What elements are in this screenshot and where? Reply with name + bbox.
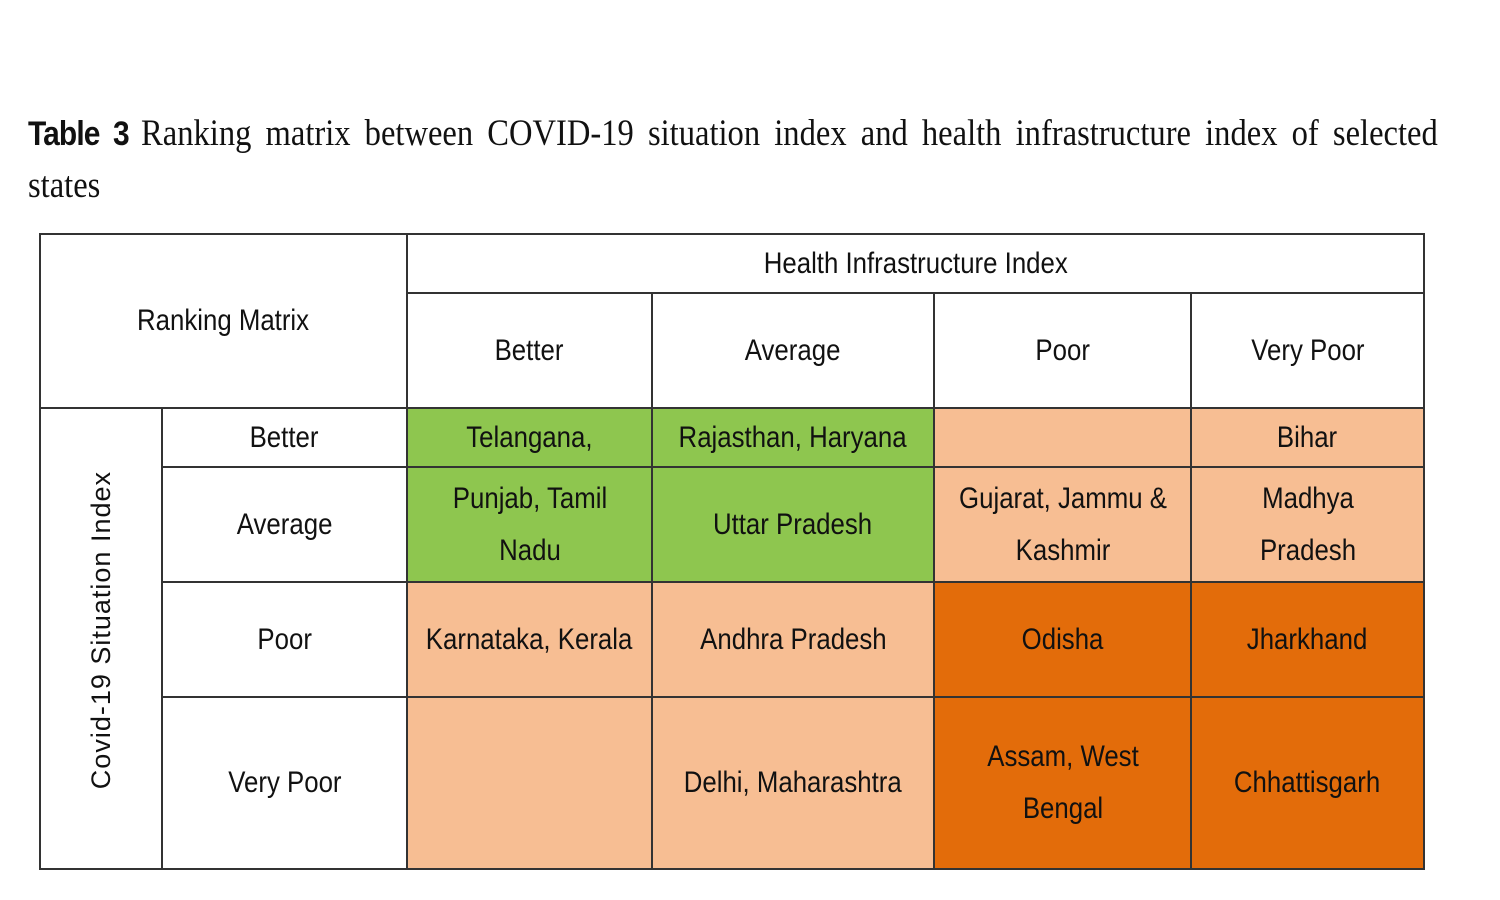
column-group-header: Health Infrastructure Index [406,233,1425,294]
ranking-matrix-table: Ranking Matrix Health Infrastructure Ind… [39,233,1425,870]
row-header: Better [161,407,408,468]
matrix-cell: Odisha [933,581,1192,698]
matrix-cell: Delhi, Maharashtra [651,696,935,870]
row-header: Very Poor [161,696,408,870]
matrix-cell: Bihar [1190,407,1425,468]
corner-label: Ranking Matrix [137,304,310,337]
matrix-cell [933,407,1192,468]
table-caption: Table 3 Ranking matrix between COVID-19 s… [28,108,1438,212]
matrix-cell: Madhya Pradesh [1190,466,1425,583]
column-header: Poor [933,292,1192,409]
column-header: Very Poor [1190,292,1425,409]
matrix-cell: Karnataka, Kerala [406,581,653,698]
matrix-cell [406,696,653,870]
matrix-cell: Assam, West Bengal [933,696,1192,870]
matrix-cell: Telangana, [406,407,653,468]
matrix-cell: Rajasthan, Haryana [651,407,935,468]
row-group-header: Covid-19 Situation Index [39,407,163,870]
column-header: Better [406,292,653,409]
row-header: Poor [161,581,408,698]
caption-text: Ranking matrix between COVID-19 situatio… [28,113,1438,206]
matrix-cell: Uttar Pradesh [651,466,935,583]
column-header: Average [651,292,935,409]
matrix-cell: Andhra Pradesh [651,581,935,698]
caption-label: Table 3 [28,115,130,153]
matrix-cell: Gujarat, Jammu & Kashmir [933,466,1192,583]
row-header: Average [161,466,408,583]
matrix-cell: Jharkhand [1190,581,1425,698]
corner-cell: Ranking Matrix [39,233,408,409]
matrix-cell: Chhattisgarh [1190,696,1425,870]
matrix-cell: Punjab, Tamil Nadu [406,466,653,583]
